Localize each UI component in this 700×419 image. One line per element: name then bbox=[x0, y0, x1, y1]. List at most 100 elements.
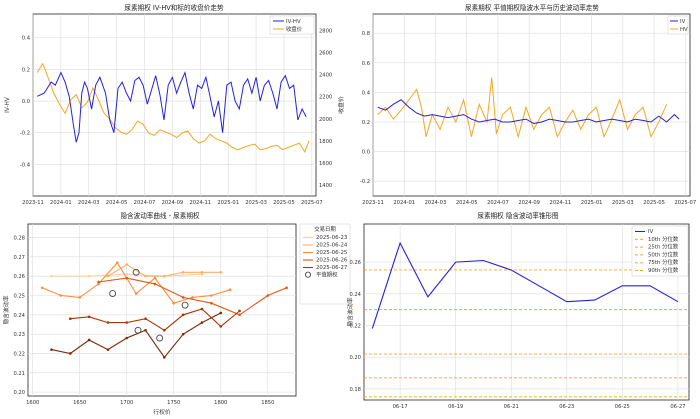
y-tick-label: 0.24 bbox=[13, 313, 25, 319]
x-tick-label: 1700 bbox=[120, 400, 133, 406]
y-tick-label: 0.0 bbox=[22, 99, 30, 105]
smile-point bbox=[69, 352, 72, 355]
y2-tick-label: 2000 bbox=[319, 117, 332, 123]
smile-point bbox=[106, 321, 110, 324]
x-tick-label: 2024-03 bbox=[425, 200, 447, 206]
smile-point bbox=[219, 325, 223, 328]
y-tick-label: 0.23 bbox=[13, 332, 25, 338]
x-tick-label: 2024-07 bbox=[487, 200, 509, 206]
y-axis-label: 隐含波动率 bbox=[346, 297, 354, 326]
smile-point bbox=[144, 328, 147, 332]
y2-axis-label: 收盘价 bbox=[337, 96, 345, 114]
x-tick-label: 06-23 bbox=[559, 404, 574, 410]
smile-point bbox=[125, 272, 129, 276]
y-tick-label: -0.2 bbox=[360, 179, 370, 185]
x-tick-label: 2024-01 bbox=[50, 200, 72, 206]
y2-tick-label: 1600 bbox=[319, 161, 332, 167]
smile-point bbox=[200, 271, 204, 274]
smile-point bbox=[163, 328, 166, 332]
legend-entry: 25th 分位数 bbox=[648, 243, 679, 251]
y-tick-label: 0.4 bbox=[362, 90, 371, 96]
smile-point bbox=[181, 296, 185, 299]
close-price-line bbox=[36, 62, 310, 154]
smile-point bbox=[106, 274, 110, 278]
x-tick-label: 2024-03 bbox=[78, 200, 100, 206]
x-axis-label: 行权价 bbox=[153, 408, 171, 416]
atm-point bbox=[132, 268, 140, 276]
legend-iv: IV bbox=[680, 19, 686, 25]
x-tick-label: 2024-01 bbox=[393, 200, 415, 206]
legend-entry: 2025-06-23 bbox=[316, 235, 347, 241]
smile-point bbox=[181, 271, 185, 274]
smile-point bbox=[134, 292, 138, 295]
smile-point bbox=[200, 272, 204, 276]
smile-point bbox=[50, 348, 53, 351]
smile-point bbox=[172, 301, 176, 305]
smile-point bbox=[116, 261, 119, 264]
x-tick-label: 2023-11 bbox=[22, 200, 44, 206]
smile-point bbox=[153, 282, 157, 286]
x-tick-label: 06-21 bbox=[504, 404, 519, 410]
atm-point bbox=[134, 326, 142, 334]
y-tick-label: 0.28 bbox=[13, 236, 25, 242]
smile-point bbox=[125, 263, 129, 266]
y-tick-label: 0.4 bbox=[22, 36, 31, 42]
smile-point bbox=[40, 286, 44, 290]
x-tick-label: 2025-01 bbox=[217, 200, 239, 206]
legend-entry: 90th 分位数 bbox=[648, 266, 679, 274]
y-tick-label: 0.25 bbox=[13, 294, 25, 300]
smile-point bbox=[106, 348, 110, 351]
x-tick-label: 2024-09 bbox=[162, 200, 184, 206]
x-tick-label: 06-25 bbox=[615, 404, 630, 410]
smile-point bbox=[125, 276, 129, 280]
legend-entry: 10th 分位数 bbox=[648, 235, 679, 243]
x-tick-label: 1650 bbox=[73, 400, 86, 406]
atm-point bbox=[181, 301, 189, 309]
x-tick-label: 1850 bbox=[261, 400, 274, 406]
smile-point bbox=[238, 313, 241, 317]
y-tick-label: 0.0 bbox=[362, 150, 370, 156]
hv-line bbox=[377, 77, 668, 139]
smile-point bbox=[219, 271, 223, 274]
smile-point bbox=[163, 356, 166, 359]
iv-hv-line bbox=[36, 70, 307, 143]
legend: IV-HV 收盘价 bbox=[269, 15, 315, 35]
y-tick-label: 0.24 bbox=[349, 292, 361, 298]
smile-point bbox=[210, 301, 213, 305]
y2-tick-label: 2600 bbox=[319, 51, 332, 57]
plot-area bbox=[372, 13, 691, 197]
x-tick-label: 2025-01 bbox=[581, 200, 603, 206]
y-tick-label: 0.18 bbox=[349, 387, 361, 393]
smile-point bbox=[87, 274, 91, 278]
y-tick-label: -0.2 bbox=[20, 131, 30, 137]
legend-hv: HV bbox=[680, 27, 688, 33]
x-tick-label: 2024-07 bbox=[134, 200, 156, 206]
y-tick-label: 0.26 bbox=[349, 260, 361, 266]
chart-title: 隐含波动率曲线 - 尿素期权 bbox=[120, 211, 200, 220]
iv-cone-line bbox=[371, 241, 679, 329]
chart-title: 尿素期权 隐含波动率锥形图 bbox=[477, 211, 559, 220]
smile-point bbox=[266, 294, 270, 297]
smile-point bbox=[200, 307, 204, 311]
y-tick-label: 0.2 bbox=[22, 67, 30, 73]
x-tick-label: 2023-11 bbox=[362, 200, 384, 206]
y2-tick-label: 1800 bbox=[319, 139, 332, 145]
x-tick-label: 2025-07 bbox=[301, 200, 323, 206]
y-tick-label: 0.22 bbox=[13, 351, 25, 357]
atm-point bbox=[156, 334, 164, 342]
smile-point bbox=[50, 274, 53, 278]
smile-point bbox=[125, 336, 129, 340]
smile-point bbox=[181, 332, 185, 336]
x-tick-label: 06-19 bbox=[448, 404, 463, 410]
x-tick-label: 2025-05 bbox=[273, 200, 295, 206]
iv-smile-chart: 隐含波动率曲线 - 尿素期权 1600 1650 1700 1750 1800 1850 0… bbox=[2, 211, 351, 416]
y2-tick-label: 2800 bbox=[319, 29, 332, 35]
x-tick-label: 06-27 bbox=[670, 404, 685, 410]
iv-hv-close-chart: 尿素期权 IV-HV和标的收盘价走势 2023-11 2024-01 2024-03… bbox=[5, 3, 345, 206]
smile-point bbox=[285, 286, 288, 290]
smile-point bbox=[210, 294, 213, 297]
y-axis-label: 隐含波动率 bbox=[2, 295, 10, 324]
smile-line-2025-06-27b bbox=[51, 312, 222, 359]
iv-line bbox=[377, 99, 680, 125]
